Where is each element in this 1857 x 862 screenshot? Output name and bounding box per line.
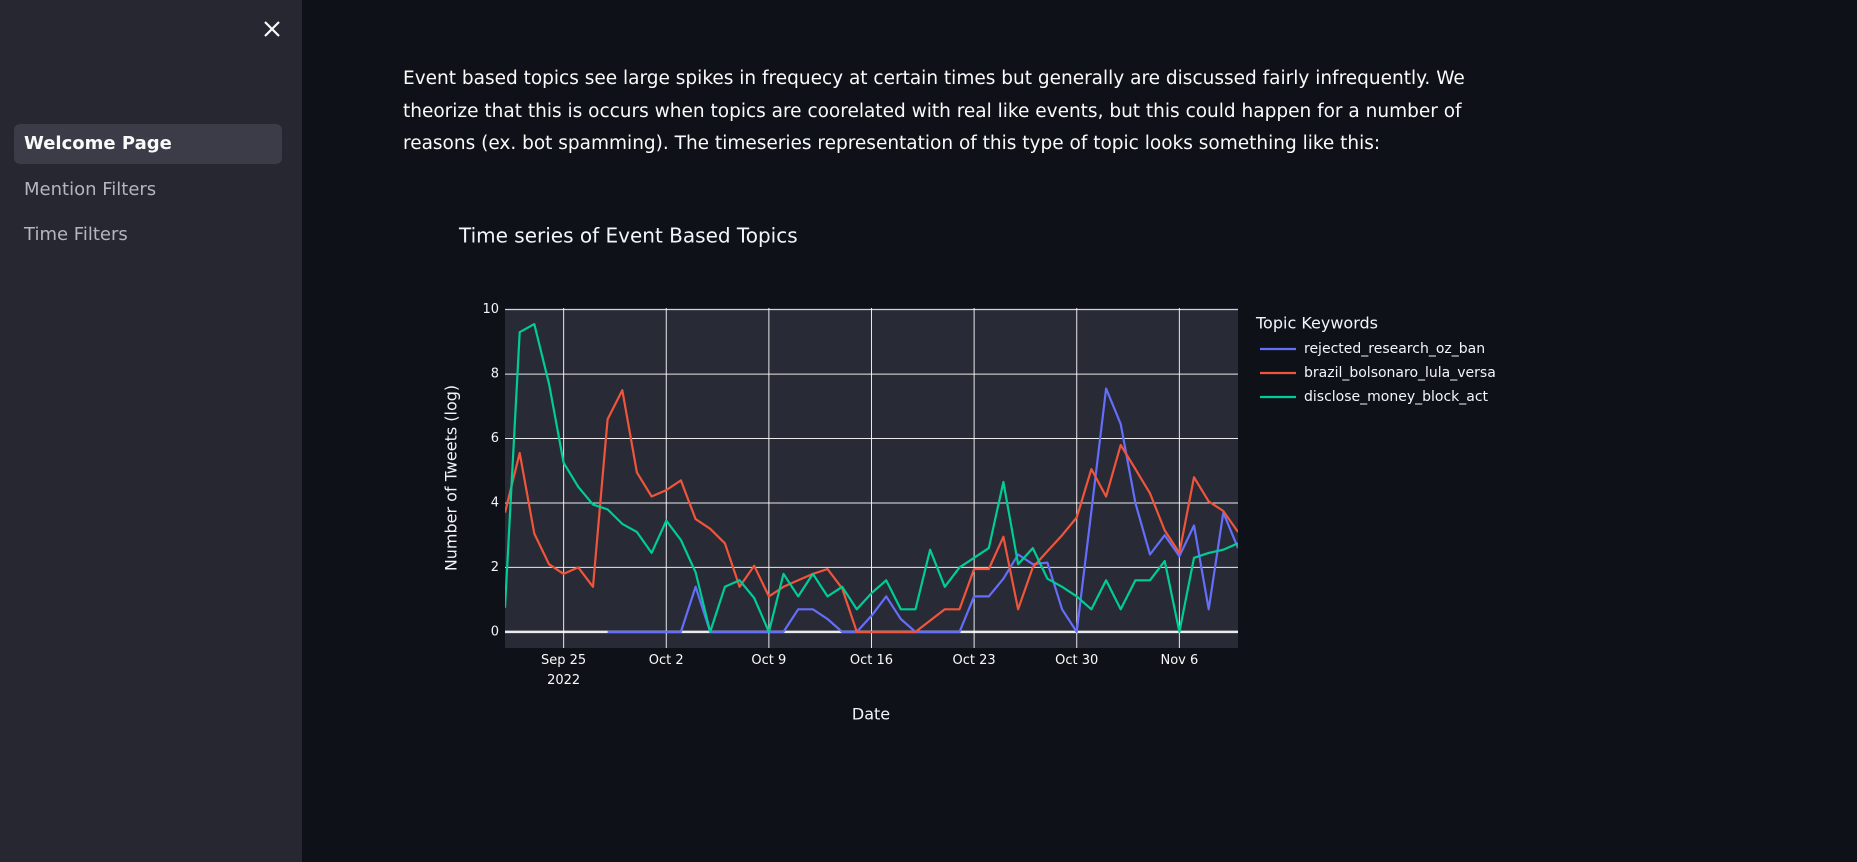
series-line [505, 389, 1238, 633]
series-line [505, 323, 1238, 633]
y-axis-label: Number of Tweets (log) [442, 385, 461, 571]
legend-label: disclose_money_block_act [1304, 389, 1489, 405]
description: Event based topics see large spikes in f… [403, 68, 1465, 154]
x-tick-label: Oct 2 [648, 653, 684, 668]
x-tick-label: Oct 9 [751, 653, 787, 668]
legend-title: Topic Keywords [1255, 314, 1378, 333]
x-tick-label: Oct 16 [849, 653, 894, 668]
close-button[interactable] [262, 19, 282, 39]
y-tick-label: 10 [482, 302, 499, 317]
legend-label: brazil_bolsonaro_lula_versa [1304, 365, 1496, 381]
x-tick-label: Oct 23 [952, 653, 996, 668]
sidebar: Welcome Page Mention Filters Time Filters [0, 0, 302, 862]
y-tick-label: 0 [491, 624, 499, 639]
nav-item[interactable]: Mention Filters [24, 178, 157, 200]
x-tick-label: Oct 30 [1055, 653, 1099, 668]
x-axis-label: Date [852, 705, 890, 724]
y-tick-label: 6 [491, 431, 499, 446]
y-tick-label: 2 [491, 560, 499, 575]
x-tick-label: Sep 25 2022 [541, 653, 587, 688]
chart-title: Time series of Event Based Topics [458, 224, 798, 248]
x-tick-label: Nov 6 [1160, 653, 1199, 668]
y-tick-label: 8 [491, 367, 499, 382]
series-line [607, 387, 1238, 633]
nav-item[interactable]: Time Filters [24, 224, 128, 245]
y-tick-label: 4 [491, 495, 499, 510]
nav-item[interactable]: Welcome Page [14, 124, 282, 164]
legend-label: rejected_research_oz_ban [1304, 341, 1485, 357]
